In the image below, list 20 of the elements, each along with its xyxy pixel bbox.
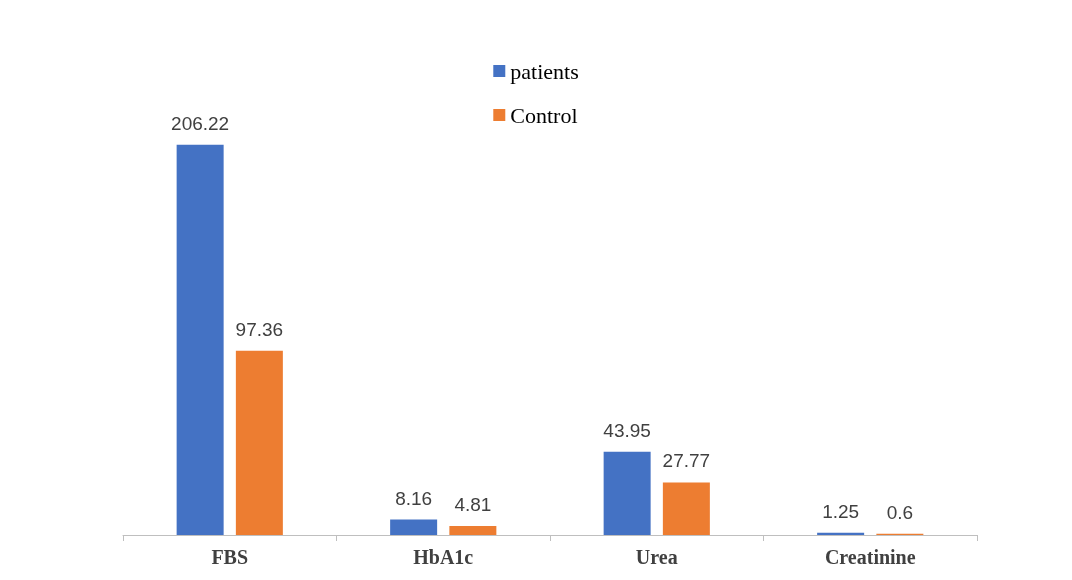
x-tick-label: HbA1c <box>413 546 474 568</box>
x-tick-label: Urea <box>635 546 678 568</box>
x-tick-label: FBS <box>211 546 249 568</box>
data-label: 1.25 <box>822 500 860 522</box>
data-label: 27.77 <box>662 450 711 472</box>
data-label: 0.6 <box>886 501 914 523</box>
bar <box>662 482 710 535</box>
legend-label: patients <box>510 58 579 84</box>
data-label: 8.16 <box>395 487 433 509</box>
data-label: 4.81 <box>454 493 492 515</box>
bar <box>235 350 283 535</box>
bar <box>603 451 651 535</box>
legend-label: Control <box>510 102 578 128</box>
x-tick-label: Creatinine <box>824 546 916 568</box>
bar <box>449 525 497 535</box>
bar <box>390 519 438 535</box>
data-label: 206.22 <box>171 112 230 134</box>
data-label: 97.36 <box>235 318 284 340</box>
bar <box>176 144 224 535</box>
data-label: 43.95 <box>603 419 651 441</box>
